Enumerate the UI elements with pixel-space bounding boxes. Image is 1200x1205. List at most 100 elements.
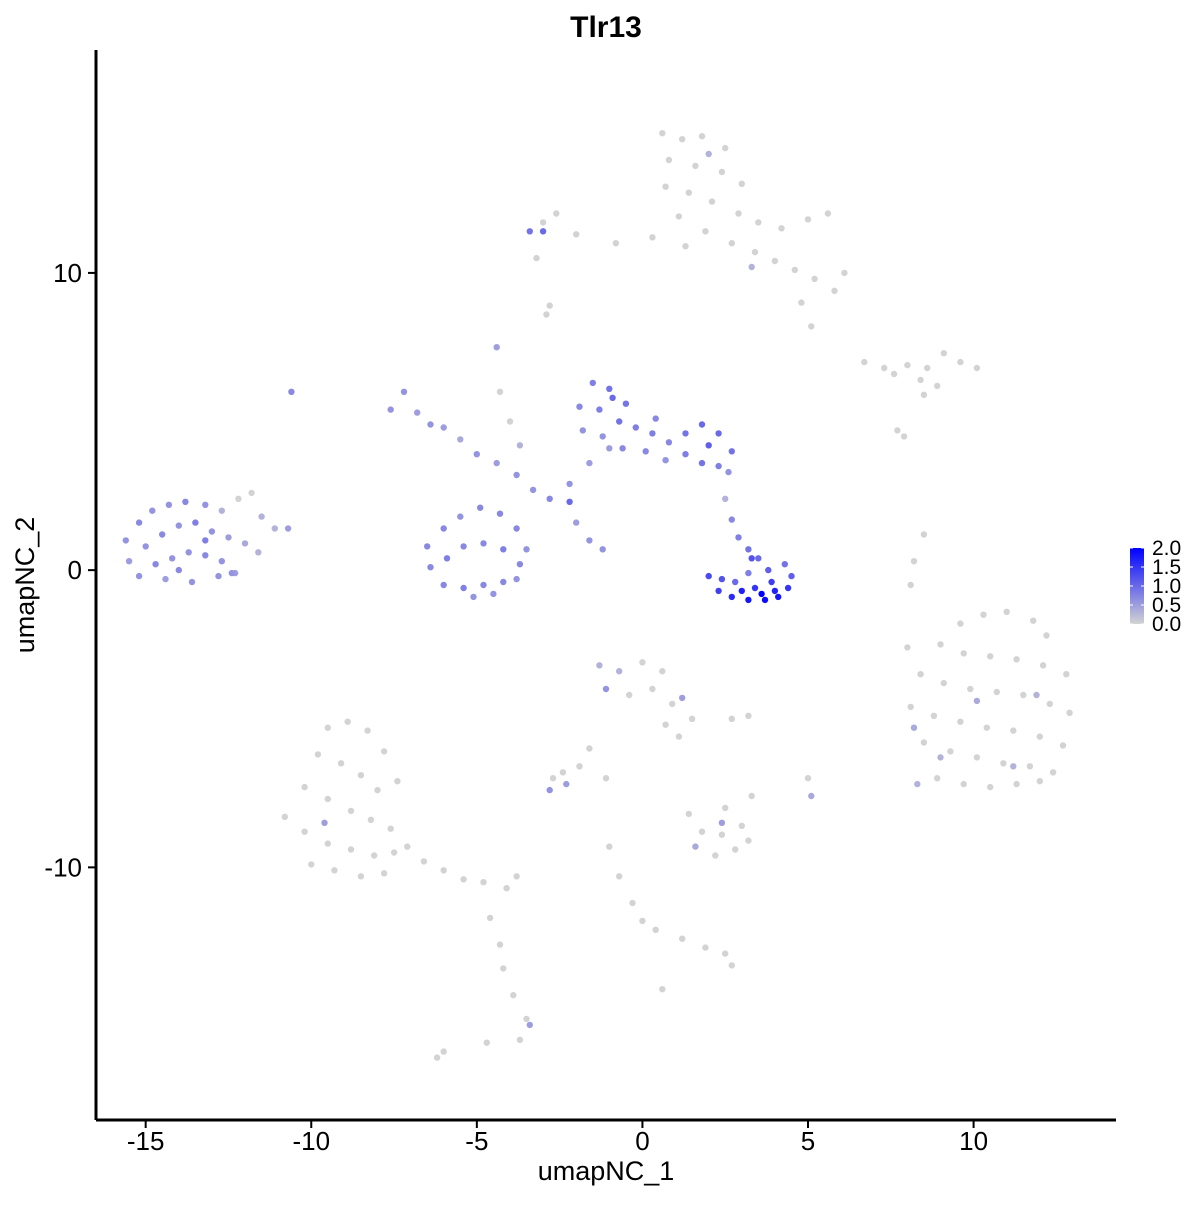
cell-point: [940, 350, 947, 357]
cell-point: [705, 442, 712, 449]
cell-point: [904, 644, 911, 651]
cell-point: [682, 430, 689, 437]
cell-point: [1049, 769, 1057, 776]
cell-point: [314, 751, 322, 758]
cell-point: [665, 439, 673, 446]
cell-point: [679, 935, 686, 942]
cell-point: [241, 540, 249, 547]
x-tick-label: -5: [465, 1126, 488, 1156]
cell-point: [659, 986, 666, 993]
cell-point: [404, 843, 411, 850]
cell-point: [993, 688, 1000, 696]
legend-label: 2.0: [1152, 537, 1181, 560]
cell-point: [957, 620, 964, 627]
cell-point: [841, 269, 848, 277]
cell-point: [539, 219, 547, 226]
cell-point: [937, 754, 944, 761]
cell-point: [904, 361, 911, 369]
cell-point: [586, 537, 593, 544]
legend-label: 0.0: [1152, 613, 1181, 636]
cell-point: [679, 694, 686, 702]
cell-point: [553, 210, 560, 217]
cell-point: [1010, 763, 1017, 770]
cell-point: [715, 587, 722, 595]
cell-point: [420, 858, 428, 865]
cell-point: [394, 778, 401, 785]
cell-point: [1066, 709, 1073, 716]
cell-point: [443, 555, 451, 562]
cell-point: [705, 572, 712, 580]
cell-point: [480, 581, 487, 589]
cell-point: [728, 715, 735, 722]
cell-point: [718, 819, 726, 826]
cell-point: [357, 772, 365, 779]
cell-point: [722, 804, 729, 812]
cell-point: [698, 459, 706, 467]
cell-point: [890, 370, 898, 378]
cell-point: [659, 668, 666, 675]
cell-point: [344, 718, 351, 725]
cell-point: [745, 596, 752, 604]
cell-point: [400, 388, 408, 395]
cell-point: [698, 133, 706, 140]
cell-point: [513, 873, 520, 880]
cell-point: [496, 510, 504, 517]
cell-point: [692, 162, 699, 170]
cell-point: [596, 662, 603, 669]
cell-point: [503, 885, 510, 892]
cell-point: [125, 558, 133, 565]
cell-point: [248, 489, 255, 497]
cell-point: [523, 546, 530, 553]
cell-point: [609, 394, 616, 401]
cell-point: [457, 436, 464, 443]
cell-point: [728, 962, 735, 969]
cell-point: [685, 810, 692, 818]
cell-point: [682, 451, 689, 458]
cell-point: [202, 537, 209, 544]
cell-point: [523, 1015, 530, 1023]
cell-point: [539, 228, 547, 235]
cell-point: [937, 641, 944, 648]
cell-point: [702, 944, 709, 951]
cell-point: [440, 525, 447, 532]
cell-point: [1036, 778, 1044, 785]
cell-point: [639, 917, 646, 925]
cell-point: [987, 783, 994, 791]
cell-point: [1043, 632, 1050, 639]
cell-point: [162, 575, 169, 583]
cell-point: [324, 724, 331, 731]
cell-point: [808, 323, 815, 330]
cell-point: [510, 992, 517, 999]
cell-point: [718, 168, 726, 176]
cell-point: [477, 504, 484, 511]
cell-point: [566, 498, 573, 505]
cell-point: [738, 587, 745, 595]
cell-point: [675, 733, 683, 740]
cell-point: [606, 445, 613, 452]
cell-point: [433, 1054, 441, 1061]
cell-point: [698, 421, 706, 428]
cell-point: [602, 685, 610, 693]
cell-point: [526, 1021, 533, 1029]
cell-point: [940, 679, 947, 687]
cell-point: [215, 572, 222, 580]
legend-label: 0.5: [1152, 594, 1181, 617]
cell-point: [576, 403, 583, 410]
cell-point: [175, 566, 182, 574]
cell-point: [745, 712, 752, 719]
cell-point: [526, 228, 533, 235]
cell-point: [324, 795, 331, 803]
cell-point: [738, 822, 745, 829]
cell-point: [705, 150, 712, 158]
cell-point: [470, 593, 477, 601]
cell-point: [516, 561, 524, 568]
cell-point: [500, 546, 507, 553]
cell-point: [387, 825, 394, 832]
cell-point: [732, 846, 739, 853]
cell-point: [804, 775, 812, 782]
cell-point: [255, 549, 262, 556]
cell-point: [652, 415, 659, 422]
cell-point: [301, 828, 308, 835]
cell-point: [1063, 671, 1070, 678]
